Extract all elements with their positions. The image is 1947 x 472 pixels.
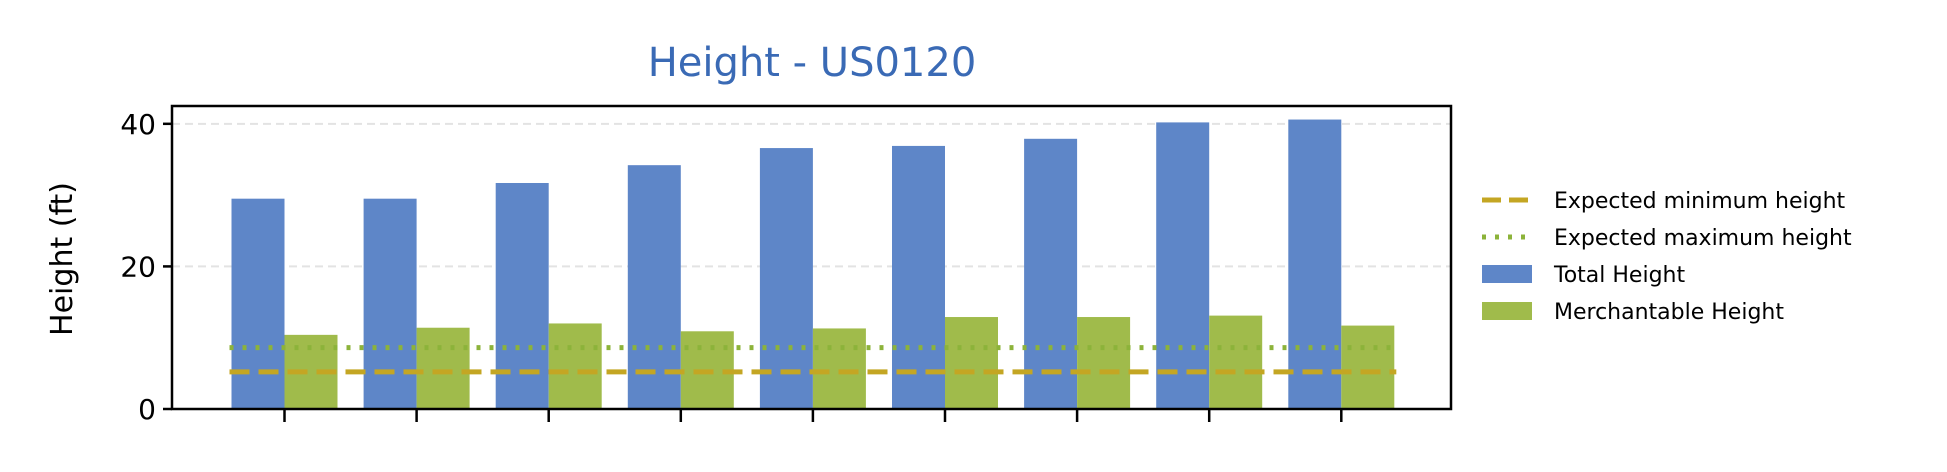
legend-expected-maximum-height-label: Expected maximum height: [1554, 226, 1852, 251]
legend-merchantable-height-swatch: [1482, 302, 1532, 320]
plot-area-frame: [170, 104, 1453, 411]
total-height-bar-9: [1288, 119, 1342, 409]
y-tick-label-0: 0: [138, 393, 156, 426]
legend-total-height-label: Total Height: [1553, 263, 1685, 288]
total-height-bar-4: [627, 165, 681, 409]
y-tick-label-1: 20: [120, 250, 156, 283]
bars: [231, 119, 1395, 409]
y-tick-label-2: 40: [120, 108, 156, 141]
merchantable-height-bar-5: [812, 328, 866, 409]
legend: Expected minimum height Expected maximum …: [1482, 189, 1852, 325]
reference-lines: [229, 345, 1397, 375]
merchantable-height-bar-8: [1209, 315, 1263, 409]
y-axis-label: Height (ft): [45, 182, 80, 336]
merchantable-height-bar-3: [548, 323, 602, 409]
axes: 0 20 40: [120, 108, 1343, 426]
merchantable-height-bar-2: [416, 327, 470, 409]
total-height-bar-1: [231, 198, 285, 409]
merchantable-height-bar-6: [945, 317, 998, 409]
total-height-bar-7: [1024, 138, 1078, 409]
chart-title: Height - US0120: [648, 40, 977, 86]
total-height-bar-6: [892, 145, 945, 409]
legend-expected-minimum-height-label: Expected minimum height: [1554, 189, 1846, 214]
total-height-bar-2: [363, 198, 417, 409]
total-height-bar-8: [1156, 122, 1210, 409]
total-height-bar-5: [759, 148, 813, 409]
merchantable-height-bar-9: [1341, 325, 1395, 409]
legend-merchantable-height-label: Merchantable Height: [1554, 300, 1784, 325]
total-height-bar-3: [495, 182, 549, 409]
merchantable-height-bar-7: [1077, 317, 1131, 409]
legend-total-height-swatch: [1482, 265, 1532, 283]
